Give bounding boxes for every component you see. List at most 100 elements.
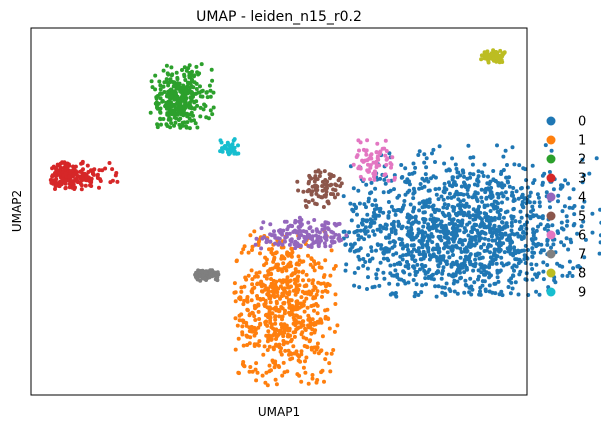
point-cluster-0 (580, 205, 585, 210)
point-cluster-0 (413, 290, 418, 295)
point-cluster-0 (539, 242, 544, 247)
point-cluster-1 (267, 247, 271, 252)
point-cluster-0 (426, 222, 431, 227)
point-cluster-0 (558, 186, 563, 191)
point-cluster-1 (296, 269, 301, 274)
point-cluster-0 (534, 228, 539, 233)
point-cluster-1 (271, 347, 276, 352)
point-cluster-0 (368, 191, 372, 196)
point-cluster-5 (333, 182, 338, 187)
point-cluster-2 (191, 85, 196, 90)
point-cluster-1 (291, 344, 296, 349)
point-cluster-1 (233, 347, 238, 352)
point-cluster-1 (292, 334, 297, 339)
point-cluster-1 (254, 378, 259, 383)
point-cluster-8 (489, 52, 494, 57)
legend-marker-5 (546, 211, 556, 221)
point-cluster-0 (473, 257, 478, 262)
point-cluster-0 (529, 262, 534, 267)
point-cluster-0 (441, 246, 446, 251)
point-cluster-0 (480, 279, 485, 284)
point-cluster-0 (417, 208, 422, 213)
point-cluster-0 (562, 243, 566, 248)
point-cluster-0 (500, 227, 505, 232)
point-cluster-1 (272, 284, 277, 289)
point-cluster-0 (393, 212, 398, 217)
point-cluster-0 (536, 195, 541, 200)
point-cluster-2 (170, 90, 175, 95)
point-cluster-0 (416, 220, 421, 225)
point-cluster-0 (352, 230, 357, 235)
point-cluster-2 (166, 89, 171, 94)
point-cluster-2 (185, 84, 190, 89)
point-cluster-0 (417, 249, 422, 254)
point-cluster-5 (313, 188, 318, 192)
point-cluster-1 (252, 325, 257, 330)
point-cluster-1 (299, 259, 304, 264)
point-cluster-1 (327, 361, 332, 366)
point-cluster-1 (280, 373, 285, 378)
point-cluster-2 (183, 90, 188, 95)
point-cluster-0 (450, 247, 455, 252)
point-cluster-0 (486, 237, 491, 242)
legend-label-9: 9 (578, 286, 586, 301)
point-cluster-1 (249, 268, 254, 273)
point-cluster-0 (357, 201, 362, 206)
plot-frame (30, 27, 528, 396)
point-cluster-0 (429, 276, 434, 281)
point-cluster-1 (270, 289, 275, 294)
point-cluster-0 (435, 269, 440, 274)
point-cluster-0 (373, 198, 378, 203)
point-cluster-0 (580, 157, 585, 162)
point-cluster-3 (54, 183, 59, 188)
point-cluster-2 (173, 120, 178, 125)
point-cluster-1 (282, 266, 287, 270)
point-cluster-0 (357, 285, 362, 290)
point-cluster-0 (583, 237, 588, 242)
point-cluster-0 (422, 178, 427, 183)
point-cluster-0 (455, 175, 460, 180)
point-cluster-0 (453, 211, 458, 216)
point-cluster-0 (488, 255, 493, 260)
point-cluster-0 (481, 242, 486, 247)
point-cluster-1 (274, 250, 279, 255)
point-cluster-2 (159, 122, 163, 127)
point-cluster-0 (393, 292, 398, 297)
point-cluster-0 (456, 170, 461, 175)
point-cluster-0 (341, 194, 346, 199)
point-cluster-0 (381, 210, 386, 215)
point-cluster-0 (432, 222, 437, 227)
point-cluster-4 (323, 220, 328, 225)
point-cluster-0 (530, 163, 535, 168)
point-cluster-0 (374, 272, 379, 277)
point-cluster-3 (73, 177, 78, 182)
point-cluster-0 (396, 219, 401, 224)
point-cluster-0 (520, 200, 525, 204)
point-cluster-0 (393, 208, 398, 213)
point-cluster-9 (236, 151, 241, 156)
point-cluster-0 (451, 253, 455, 257)
point-cluster-0 (548, 205, 552, 210)
point-cluster-0 (452, 182, 457, 187)
point-cluster-1 (282, 330, 287, 335)
point-cluster-0 (571, 266, 576, 271)
point-cluster-0 (487, 221, 492, 226)
point-cluster-4 (268, 222, 273, 227)
point-cluster-1 (257, 317, 262, 321)
point-cluster-0 (541, 269, 546, 274)
point-cluster-0 (463, 282, 468, 287)
point-cluster-1 (245, 308, 250, 313)
point-cluster-0 (358, 228, 363, 233)
point-cluster-0 (427, 257, 432, 262)
point-cluster-1 (304, 283, 309, 288)
point-cluster-1 (258, 251, 262, 256)
point-cluster-1 (311, 265, 316, 270)
point-cluster-6 (360, 158, 365, 163)
point-cluster-0 (417, 230, 422, 235)
point-cluster-0 (476, 179, 481, 184)
point-cluster-1 (238, 295, 243, 300)
point-cluster-0 (549, 148, 554, 153)
point-cluster-6 (389, 165, 393, 170)
point-cluster-0 (496, 216, 501, 221)
point-cluster-5 (307, 179, 311, 184)
